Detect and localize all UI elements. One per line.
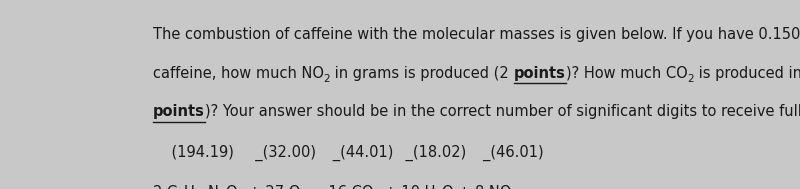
Text: 2: 2 [687,74,694,84]
Text: N: N [208,185,219,189]
Text: points: points [153,104,205,119]
Text: O + 8 NO: O + 8 NO [442,185,511,189]
Text: → 16 CO: → 16 CO [306,185,374,189]
Text: )? Your answer should be in the correct number of significant digits to receive : )? Your answer should be in the correct … [205,104,800,119]
Text: points: points [514,66,566,81]
Text: caffeine, how much NO: caffeine, how much NO [153,66,324,81]
Text: )? How much CO: )? How much CO [566,66,687,81]
Text: H: H [184,185,194,189]
Text: + 27 O: + 27 O [244,185,300,189]
Text: 2 C: 2 C [153,185,177,189]
Text: The combustion of caffeine with the molecular masses is given below. If you have: The combustion of caffeine with the mole… [153,27,800,42]
Text: O: O [226,185,237,189]
Text: + 10 H: + 10 H [380,185,435,189]
Text: in grams is produced (2: in grams is produced (2 [330,66,514,81]
Text: (194.19)     _(32.00)    _(44.01)   _(18.02)    _(46.01): (194.19) _(32.00) _(44.01) _(18.02) _(46… [153,145,543,161]
Text: is produced in grams (2: is produced in grams (2 [694,66,800,81]
Text: 2: 2 [324,74,330,84]
